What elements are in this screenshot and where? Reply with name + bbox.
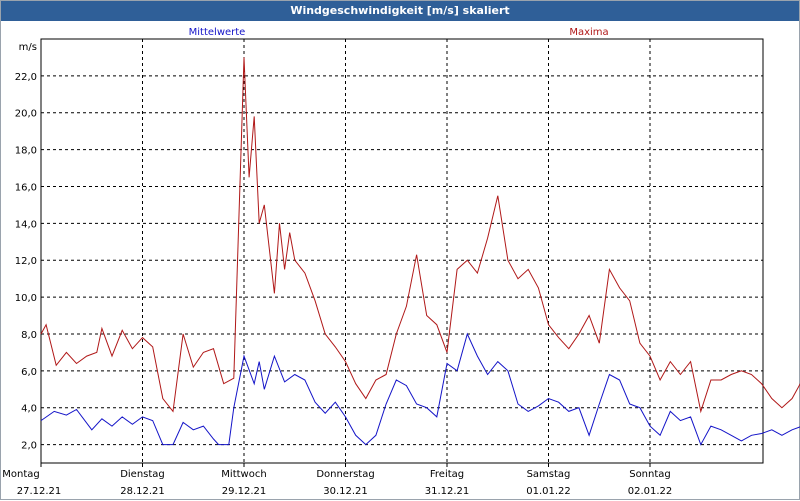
- y-tick-label: 10,0: [15, 293, 37, 304]
- x-tick-date: 01.01.22: [526, 486, 571, 497]
- grid-lines: [41, 39, 763, 463]
- plot-area: [40, 38, 764, 464]
- series-mittelwerte-line: [40, 332, 800, 446]
- x-tick-day: Freitag: [430, 469, 464, 480]
- legend: Mittelwerte Maxima: [189, 27, 609, 38]
- x-tick-day: Sonntag: [629, 469, 671, 480]
- x-tick-date: 27.12.21: [17, 486, 62, 497]
- y-axis-label: m/s: [19, 42, 37, 53]
- legend-maxima: Maxima: [569, 27, 608, 38]
- y-tick-label: 22,0: [15, 72, 37, 83]
- x-tick-day: Donnerstag: [316, 469, 374, 480]
- series-layer: [40, 57, 800, 446]
- x-tick-day: Dienstag: [120, 469, 165, 480]
- y-tick-label: 4,0: [21, 404, 37, 415]
- y-tick-label: 12,0: [15, 256, 37, 267]
- y-tick-label: 18,0: [15, 146, 37, 157]
- y-tick-label: 20,0: [15, 109, 37, 120]
- x-axis: Montag 27.12.21 Dienstag 28.12.21 Mittwoch 29…: [2, 463, 672, 497]
- y-tick-label: 16,0: [15, 182, 37, 193]
- x-tick-date: 28.12.21: [120, 486, 165, 497]
- x-tick-date: 31.12.21: [425, 486, 470, 497]
- y-tick-label: 6,0: [21, 367, 37, 378]
- y-tick-label: 2,0: [21, 441, 37, 452]
- y-axis: m/s 2,0 4,0 6,0 8,0 10,0 12,0 14,0 16,0 18,0 20,0…: [15, 42, 37, 452]
- x-tick-day: Montag: [2, 469, 39, 480]
- x-tick-date: 29.12.21: [222, 486, 267, 497]
- legend-mittelwerte: Mittelwerte: [189, 27, 246, 38]
- window-title: Windgeschwindigkeit [m/s] skaliert: [1, 1, 799, 21]
- x-tick-date: 02.01.22: [628, 486, 673, 497]
- series-maxima-line: [40, 57, 800, 414]
- y-tick-label: 14,0: [15, 219, 37, 230]
- x-tick-date: 30.12.21: [323, 486, 368, 497]
- y-tick-label: 8,0: [21, 330, 37, 341]
- x-tick-day: Mittwoch: [221, 469, 266, 480]
- x-tick-day: Samstag: [527, 469, 571, 480]
